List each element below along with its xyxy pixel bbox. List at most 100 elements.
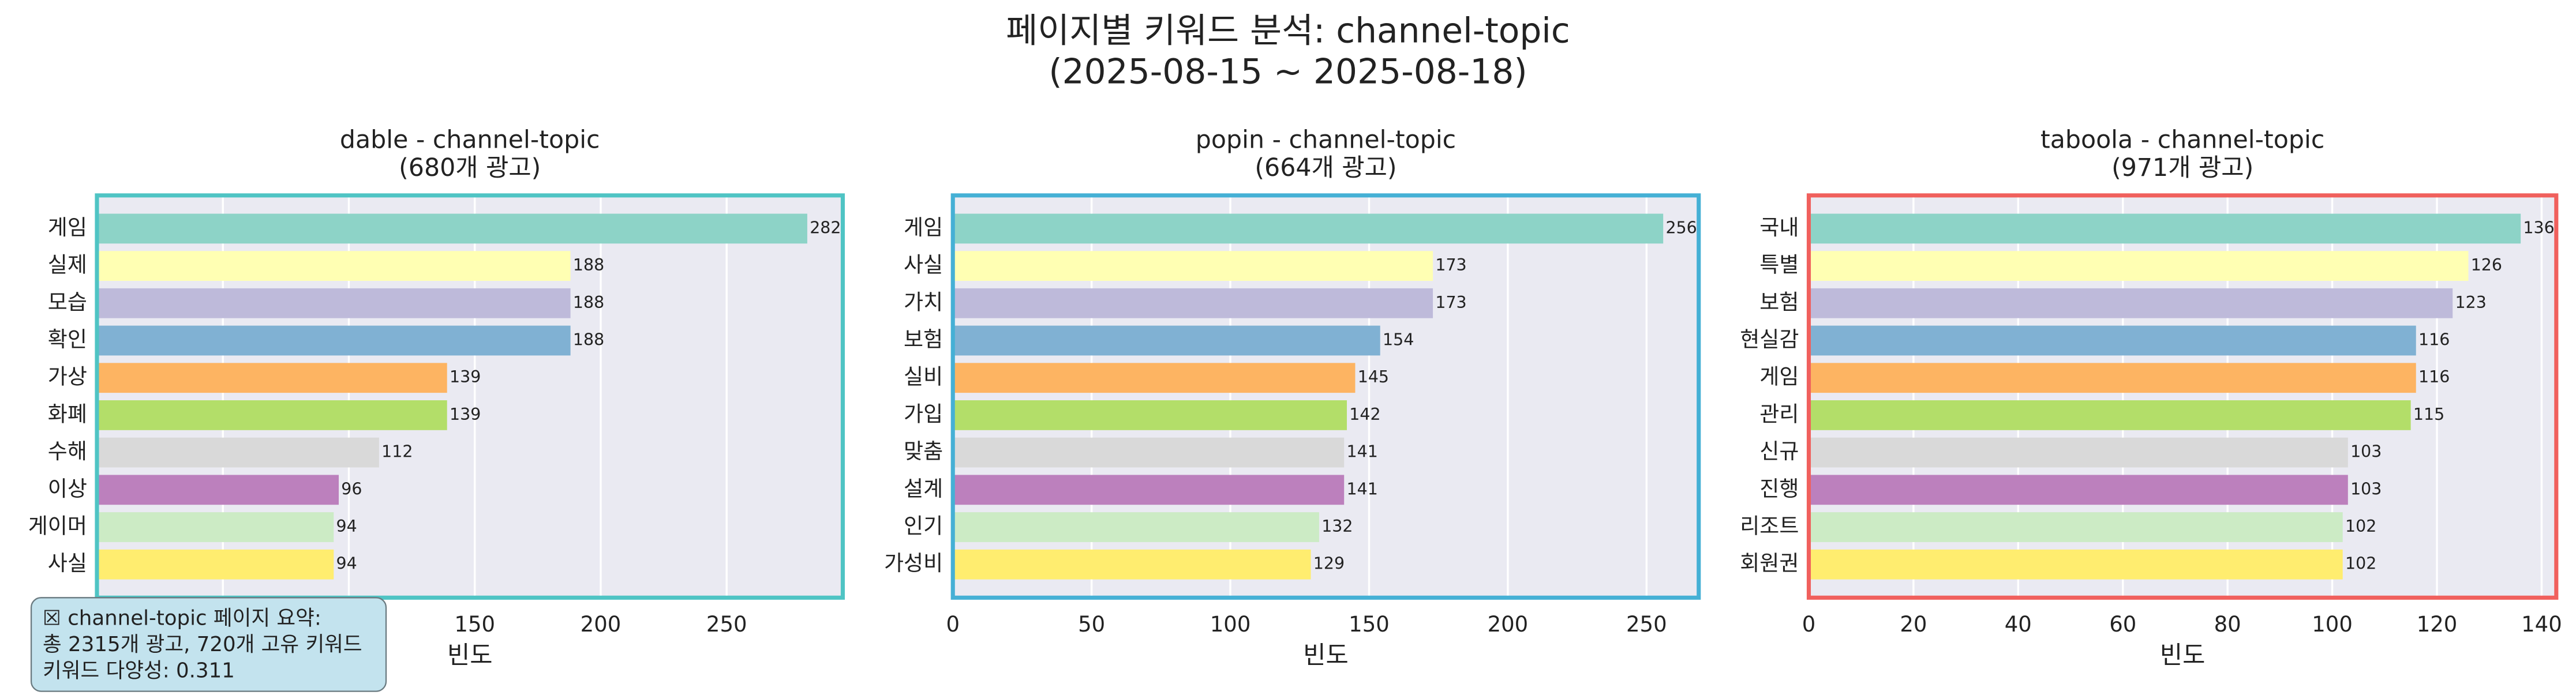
annotation-text: 키워드 다양성: 0.311 — [43, 659, 235, 682]
y-tick-label: 설계 — [904, 476, 943, 501]
value-label: 103 — [2350, 442, 2382, 461]
y-tick-label: 보험 — [1759, 290, 1799, 314]
bar — [1809, 325, 2416, 356]
y-tick-label: 수해 — [48, 439, 87, 464]
y-tick-label: 게임 — [904, 215, 943, 240]
y-tick-label: 게임 — [48, 215, 87, 240]
value-label: 94 — [336, 554, 357, 573]
y-tick-label: 가입 — [904, 401, 943, 426]
value-label: 116 — [2418, 330, 2450, 350]
bar — [96, 437, 379, 468]
x-tick-label: 60 — [2109, 612, 2136, 637]
y-tick-label: 이상 — [48, 476, 87, 501]
value-label: 141 — [1346, 442, 1377, 461]
bar — [96, 251, 571, 281]
bar — [953, 363, 1356, 393]
bar — [96, 549, 334, 580]
x-tick-label: 50 — [1078, 612, 1105, 637]
value-label: 102 — [2345, 517, 2376, 536]
subplot-title: taboola - channel-topic — [2040, 125, 2324, 154]
bar — [96, 213, 807, 244]
subplot-title: dable - channel-topic — [340, 125, 600, 154]
bar — [953, 512, 1319, 542]
x-tick-label: 140 — [2521, 612, 2562, 637]
y-tick-label: 확인 — [48, 327, 87, 352]
value-label: 173 — [1435, 255, 1466, 275]
value-label: 112 — [381, 442, 413, 461]
bar — [96, 325, 571, 356]
x-axis-label: 빈도 — [447, 641, 493, 670]
annotation-text: 총 2315개 광고, 720개 고유 키워드 — [43, 633, 362, 656]
y-tick-label: 신규 — [1759, 439, 1799, 464]
y-tick-label: 리조트 — [1740, 514, 1799, 539]
y-tick-label: 모습 — [48, 290, 87, 314]
y-tick-label: 관리 — [1759, 401, 1799, 426]
bar — [953, 475, 1345, 505]
subplot-subtitle: (971개 광고) — [2111, 153, 2253, 182]
bar — [953, 400, 1347, 430]
x-tick-label: 80 — [2214, 612, 2241, 637]
y-tick-label: 사실 — [48, 551, 87, 576]
x-tick-label: 200 — [1488, 612, 1529, 637]
value-label: 139 — [450, 405, 481, 424]
subplot-subtitle: (680개 광고) — [399, 153, 541, 182]
x-tick-label: 150 — [454, 612, 495, 637]
value-label: 141 — [1346, 479, 1377, 498]
x-axis-label: 빈도 — [2160, 641, 2206, 670]
bar — [96, 363, 447, 393]
bar — [1809, 213, 2521, 244]
x-tick-label: 20 — [1900, 612, 1927, 637]
bar — [953, 549, 1311, 580]
y-tick-label: 진행 — [1759, 476, 1799, 501]
bar — [953, 288, 1433, 318]
value-label: 142 — [1349, 405, 1380, 424]
x-tick-label: 150 — [1349, 612, 1390, 637]
subplot-title: popin - channel-topic — [1196, 125, 1456, 154]
y-tick-label: 보험 — [904, 327, 943, 352]
y-tick-label: 게이머 — [28, 514, 87, 539]
annotation-box — [30, 597, 387, 692]
figure-title: 페이지별 키워드 분석: channel-topic — [1006, 12, 1570, 51]
x-tick-label: 250 — [1626, 612, 1667, 637]
value-label: 145 — [1358, 367, 1389, 386]
value-label: 103 — [2350, 479, 2382, 498]
bar — [1809, 288, 2453, 318]
value-label: 132 — [1321, 517, 1353, 536]
y-tick-label: 국내 — [1759, 215, 1799, 240]
x-tick-label: 40 — [2005, 612, 2032, 637]
value-label: 115 — [2413, 405, 2444, 424]
bar — [953, 437, 1345, 468]
y-tick-label: 실비 — [904, 364, 943, 389]
bar — [1809, 549, 2343, 580]
value-label: 126 — [2471, 255, 2502, 275]
value-label: 102 — [2345, 554, 2376, 573]
y-tick-label: 실제 — [48, 253, 87, 277]
bar — [1809, 251, 2469, 281]
x-tick-label: 250 — [706, 612, 747, 637]
value-label: 188 — [573, 293, 604, 312]
subplot-subtitle: (664개 광고) — [1255, 153, 1396, 182]
x-tick-label: 100 — [1210, 612, 1251, 637]
bar — [953, 325, 1380, 356]
value-label: 96 — [341, 479, 362, 498]
y-tick-label: 게임 — [1759, 364, 1799, 389]
value-label: 116 — [2418, 367, 2450, 386]
bar — [96, 400, 447, 430]
value-label: 129 — [1313, 554, 1345, 573]
value-label: 282 — [810, 218, 841, 237]
bar — [96, 475, 339, 505]
y-tick-label: 사실 — [904, 253, 943, 277]
value-label: 173 — [1435, 293, 1466, 312]
bar — [953, 213, 1664, 244]
y-tick-label: 가성비 — [884, 551, 943, 576]
value-label: 136 — [2523, 218, 2554, 237]
x-axis-label: 빈도 — [1303, 641, 1349, 670]
y-tick-label: 화폐 — [48, 401, 87, 426]
bar — [953, 251, 1433, 281]
x-tick-label: 200 — [581, 612, 621, 637]
value-label: 154 — [1383, 330, 1414, 350]
annotation-text: ☒ channel-topic 페이지 요약: — [43, 606, 321, 630]
x-tick-label: 0 — [946, 612, 960, 637]
value-label: 123 — [2455, 293, 2486, 312]
